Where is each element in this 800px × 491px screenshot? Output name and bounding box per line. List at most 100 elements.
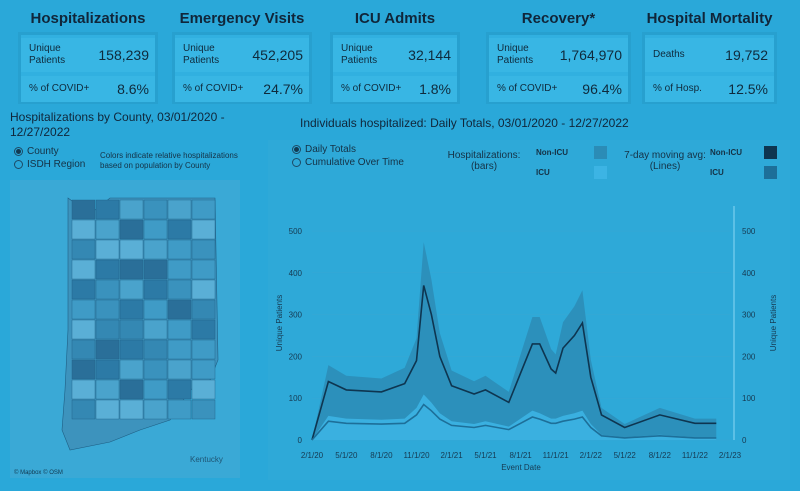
- x-tick-label: 5/1/22: [614, 451, 637, 460]
- kpi-card: Unique Patients 1,764,970 % of COVID+ 96.4%: [486, 32, 631, 104]
- county-shape: [119, 319, 144, 340]
- county-shape: [119, 359, 144, 380]
- kpi-secondary-label: % of Hosp.: [653, 83, 702, 94]
- county-shape: [71, 399, 96, 420]
- kpi-secondary-label: % of COVID+: [29, 83, 90, 94]
- map-section-title: Hospitalizations by County, 03/01/2020 -…: [10, 110, 225, 139]
- y-tick-label-left: 200: [289, 352, 303, 361]
- y-axis-label-right: Unique Patients: [769, 295, 778, 351]
- county-shape: [95, 399, 120, 420]
- county-shape: [95, 279, 120, 300]
- kpi-primary-value: 1,764,970: [559, 47, 622, 63]
- radio-daily-totals[interactable]: Daily Totals: [292, 144, 356, 155]
- legend-line-icu-label: ICU: [710, 168, 724, 177]
- county-shape: [71, 199, 96, 220]
- lines-legend-label: 7-day moving avg: (Lines): [624, 150, 706, 172]
- county-shape: [143, 199, 168, 220]
- kpi-row-primary: Unique Patients 158,239: [21, 38, 155, 72]
- radio-unselected-icon: [292, 158, 301, 167]
- x-tick-label: 2/1/21: [440, 451, 463, 460]
- x-tick-label: 8/1/20: [370, 451, 393, 460]
- county-shape: [119, 239, 144, 260]
- kpi-row-primary: Deaths 19,752: [645, 38, 774, 72]
- county-shape: [95, 259, 120, 280]
- county-shape: [167, 279, 192, 300]
- y-tick-label-left: 400: [289, 269, 303, 278]
- county-shape: [95, 299, 120, 320]
- county-shape: [71, 259, 96, 280]
- legend-bar-nonicu-label: Non-ICU: [536, 148, 568, 157]
- y-tick-label-left: 100: [289, 394, 303, 403]
- county-shape: [95, 359, 120, 380]
- x-tick-label: 5/1/20: [335, 451, 358, 460]
- county-shape: [71, 339, 96, 360]
- map-attribution: © Mapbox © OSM: [14, 469, 63, 476]
- chart-section-title: Individuals hospitalized: Daily Totals, …: [300, 116, 629, 130]
- x-tick-label: 2/1/20: [301, 451, 324, 460]
- county-shape: [191, 219, 216, 240]
- kpi-row-primary: Unique Patients 452,205: [175, 38, 309, 72]
- daily-totals-chart[interactable]: 0 0 100 100 200 200 300 300 400 400 500 500 2/1/20 5/…: [268, 190, 790, 480]
- kpi-title: Emergency Visits: [179, 10, 305, 27]
- kpi-row-secondary: % of COVID+ 24.7%: [175, 76, 309, 102]
- bars-icu: [312, 394, 717, 440]
- county-map[interactable]: Kentucky © Mapbox © OSM: [10, 180, 240, 478]
- map-color-note: Colors indicate relative hospitalization…: [100, 151, 238, 170]
- county-shape: [167, 339, 192, 360]
- kpi-primary-label: Unique Patients: [497, 43, 534, 66]
- kpi-secondary-value: 8.6%: [117, 81, 149, 97]
- county-shape: [191, 199, 216, 220]
- x-tick-label: 11/1/21: [543, 451, 570, 460]
- kpi-primary-value: 32,144: [408, 47, 451, 63]
- x-tick-label: 5/1/21: [474, 451, 497, 460]
- kpi-row-primary: Unique Patients 32,144: [333, 38, 457, 72]
- y-axis-label-left: Unique Patients: [275, 295, 284, 351]
- kpi-secondary-value: 24.7%: [263, 81, 303, 97]
- x-tick-label: 8/1/22: [649, 451, 672, 460]
- kpi-row-secondary: % of COVID+ 8.6%: [21, 76, 155, 102]
- county-shape: [71, 219, 96, 240]
- x-tick-label: 8/1/21: [509, 451, 532, 460]
- radio-isdh-label: ISDH Region: [27, 159, 86, 170]
- y-tick-label-right: 100: [742, 394, 756, 403]
- x-axis-label: Event Date: [501, 463, 541, 472]
- county-shape: [143, 319, 168, 340]
- radio-selected-icon: [14, 147, 23, 156]
- radio-selected-icon: [292, 145, 301, 154]
- radio-unselected-icon: [14, 160, 23, 169]
- kpi-row-secondary: % of Hosp. 12.5%: [645, 76, 774, 102]
- county-shape: [95, 339, 120, 360]
- county-shape: [167, 259, 192, 280]
- radio-county[interactable]: County: [14, 146, 59, 157]
- county-shape: [191, 379, 216, 400]
- kpi-row-secondary: % of COVID+ 96.4%: [489, 76, 628, 102]
- county-grid: [71, 199, 216, 420]
- indiana-map-svg: Kentucky © Mapbox © OSM: [14, 197, 223, 476]
- radio-cumulative[interactable]: Cumulative Over Time: [292, 157, 404, 168]
- county-shape: [95, 379, 120, 400]
- county-shape: [191, 279, 216, 300]
- radio-isdh-region[interactable]: ISDH Region: [14, 159, 85, 170]
- county-shape: [167, 239, 192, 260]
- county-shape: [167, 359, 192, 380]
- y-tick-label-right: 400: [742, 269, 756, 278]
- county-shape: [167, 319, 192, 340]
- county-shape: [95, 219, 120, 240]
- county-shape: [95, 239, 120, 260]
- county-shape: [71, 379, 96, 400]
- kpi-title: Hospital Mortality: [646, 10, 773, 27]
- kpi-card: Unique Patients 32,144 % of COVID+ 1.8%: [330, 32, 460, 104]
- kpi-row-primary: Unique Patients 1,764,970: [489, 38, 628, 72]
- kpi-primary-label: Unique Patients: [29, 43, 66, 66]
- y-tick-label-left: 500: [289, 227, 303, 236]
- county-shape: [119, 299, 144, 320]
- county-shape: [71, 279, 96, 300]
- kpi-primary-label: Unique Patients: [341, 43, 378, 66]
- county-shape: [167, 399, 192, 420]
- kpi-secondary-value: 1.8%: [419, 81, 451, 97]
- legend-bar-nonicu-swatch: [594, 146, 607, 159]
- county-shape: [143, 279, 168, 300]
- county-shape: [191, 359, 216, 380]
- county-shape: [167, 379, 192, 400]
- y-tick-label-left: 0: [298, 436, 303, 445]
